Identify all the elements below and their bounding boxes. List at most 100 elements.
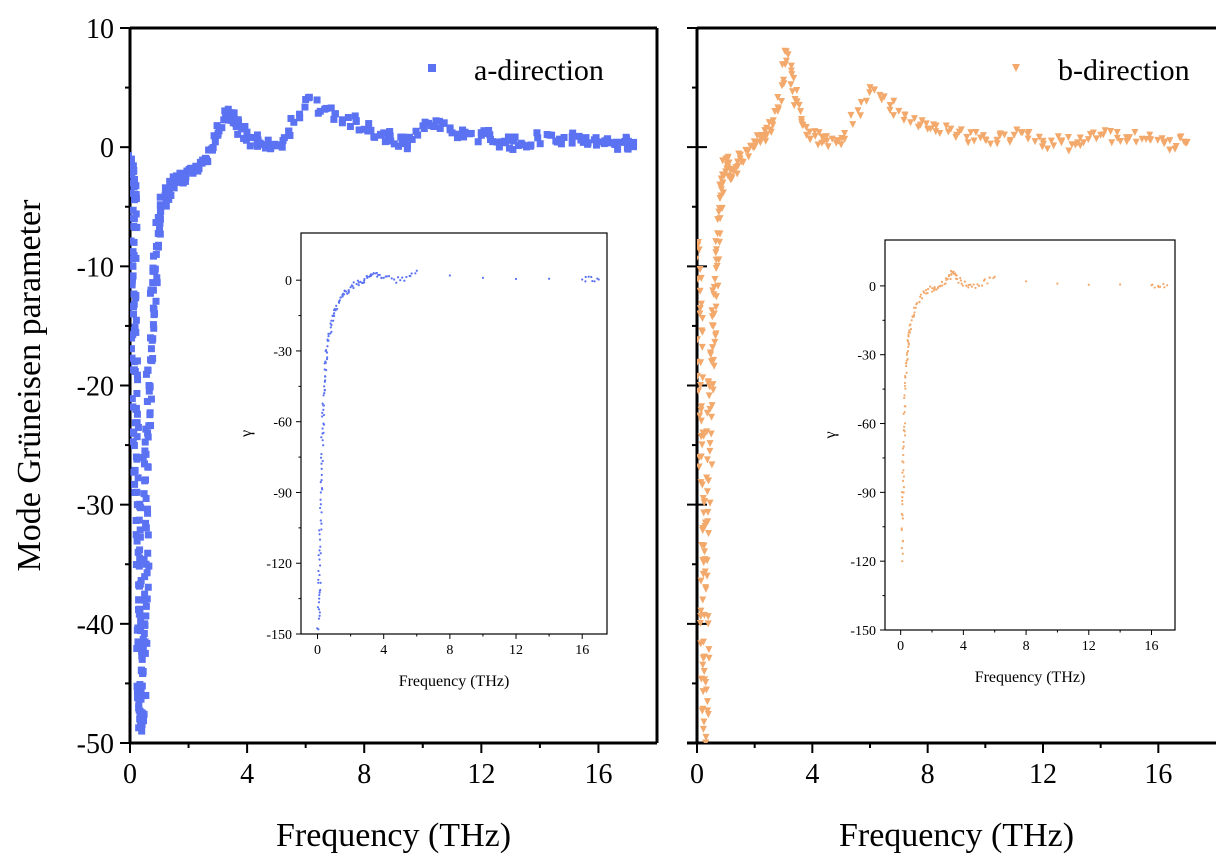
b-main-point [1117, 138, 1124, 145]
a-inset-point [333, 315, 335, 317]
a-inset-point [320, 522, 322, 524]
a-main-point [339, 116, 346, 123]
a-inset-point [318, 594, 320, 596]
a-main-point [135, 474, 142, 481]
a-inset-point [585, 276, 587, 278]
a-main-y-tick-label: 0 [100, 133, 114, 164]
b-main-point [987, 141, 994, 148]
a-inset-point [411, 272, 413, 274]
b-inset-point [903, 429, 905, 431]
b-inset-point [925, 289, 927, 291]
b-inset-point [904, 375, 906, 377]
b-inset-point [989, 277, 991, 279]
b-main-point [701, 668, 708, 675]
b-inset-point [964, 281, 966, 283]
a-inset-point [449, 274, 451, 276]
b-inset-point [994, 276, 996, 278]
b-inset-point [960, 279, 962, 281]
a-main-point [569, 140, 576, 147]
b-inset-point [903, 426, 905, 428]
a-main-point [142, 692, 149, 699]
a-main-point [129, 263, 136, 270]
b-main-point [708, 430, 715, 437]
b-inset-point [1166, 284, 1168, 286]
a-main-point [140, 636, 147, 643]
b-main-point [712, 249, 719, 256]
a-inset-point [318, 598, 320, 600]
b-inset-point [941, 284, 943, 286]
b-inset-point [931, 291, 933, 293]
b-main-point [705, 530, 712, 537]
a-inset-point [327, 335, 329, 337]
a-inset-point [403, 280, 405, 282]
a-main-point [460, 133, 467, 140]
a-inset-point [320, 503, 322, 505]
a-main-point [558, 140, 565, 147]
b-main-point [762, 138, 769, 145]
a-inset-point [317, 582, 319, 584]
a-main-point [153, 298, 160, 305]
a-main-point [285, 128, 292, 135]
b-main-point [694, 373, 701, 380]
b-inset-x-tick-label: 0 [897, 639, 904, 654]
a-inset-point [363, 281, 365, 283]
b-main-point [706, 448, 713, 455]
b-inset-point [1159, 286, 1161, 288]
b-main-point [895, 108, 902, 115]
b-main-point [716, 195, 723, 202]
a-main-point [144, 506, 151, 513]
a-main-point [395, 143, 402, 150]
a-main-point [145, 531, 152, 538]
a-main-point [149, 355, 156, 362]
a-inset-point [318, 608, 320, 610]
b-main-point [1044, 146, 1051, 153]
a-inset-point [321, 474, 323, 476]
b-inset-point [946, 278, 948, 280]
b-main-point [1166, 147, 1173, 154]
b-inset-y-tick-label: 0 [869, 280, 876, 295]
b-main-point [797, 108, 804, 115]
b-main-point [708, 414, 715, 421]
a-main-point [203, 156, 210, 163]
a-inset-point [386, 275, 388, 277]
b-main-point [1032, 138, 1039, 145]
a-main-point [155, 214, 162, 221]
a-main-point [387, 132, 394, 139]
a-main-point [132, 224, 139, 231]
a-inset-point [324, 368, 326, 370]
a-main-point [133, 456, 140, 463]
a-inset-point [320, 528, 322, 530]
a-inset-point [330, 324, 332, 326]
b-main-point [697, 578, 704, 585]
a-main-point [141, 556, 148, 563]
b-inset-point [908, 329, 910, 331]
a-main-point [148, 286, 155, 293]
a-inset-point [393, 278, 395, 280]
a-main-y-tick-label: 10 [86, 14, 114, 45]
a-main-point [149, 279, 156, 286]
a-main-y-axis-label: Mode Grüneisen parameter [11, 199, 48, 572]
b-main-point [866, 89, 873, 96]
b-main-x-tick-label: 12 [1029, 759, 1057, 790]
b-main-point [863, 98, 870, 105]
a-main-x-axis-label: Frequency (THz) [276, 817, 511, 854]
a-main-point [157, 231, 164, 238]
a-inset-y-tick-label: -150 [266, 628, 292, 643]
b-inset-point [902, 447, 904, 449]
a-inset-point [319, 499, 321, 501]
a-main-point [624, 145, 631, 152]
b-inset-point [1154, 286, 1156, 288]
a-main-point [137, 504, 144, 511]
b-inset-y-axis-label: γ [822, 431, 839, 439]
a-inset-point [317, 606, 319, 608]
b-inset-point [1119, 283, 1121, 285]
b-main-point [707, 500, 714, 507]
a-inset-point [321, 511, 323, 513]
a-main-point [143, 451, 150, 458]
a-inset-point [330, 331, 332, 333]
b-inset-point [906, 352, 908, 354]
b-main-point [702, 586, 709, 593]
b-inset-point [903, 411, 905, 413]
a-main-point [150, 321, 157, 328]
b-main-x-tick-label: 8 [921, 759, 935, 790]
